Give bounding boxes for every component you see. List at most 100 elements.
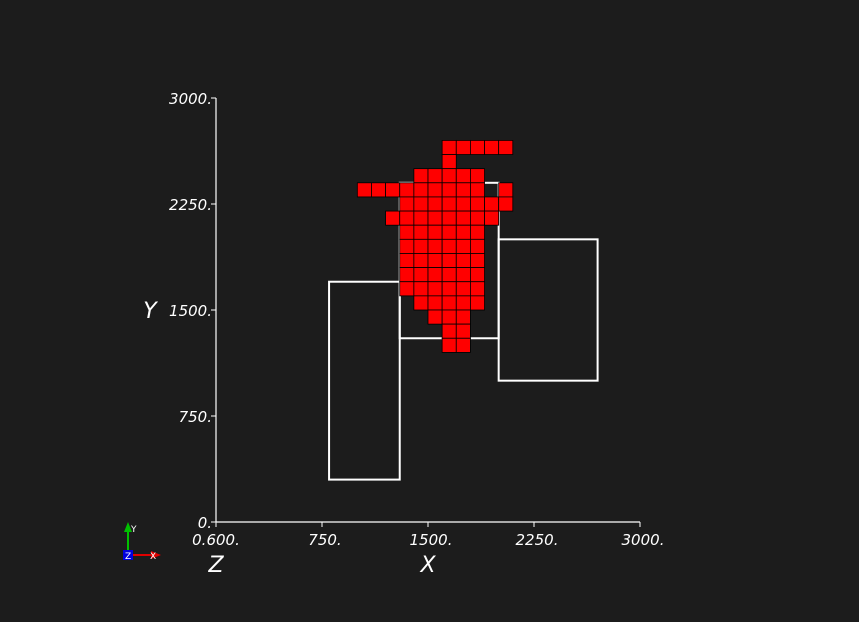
x-tick-label: 1500. bbox=[410, 531, 453, 549]
cell bbox=[498, 182, 514, 198]
cell bbox=[427, 210, 443, 226]
cell bbox=[469, 182, 485, 198]
cell bbox=[441, 154, 457, 170]
cell bbox=[413, 168, 429, 184]
cell bbox=[469, 281, 485, 297]
cell bbox=[469, 267, 485, 283]
cell bbox=[441, 238, 457, 254]
cell bbox=[469, 139, 485, 155]
cell bbox=[399, 196, 415, 212]
triad-y-arrow-icon bbox=[124, 522, 132, 532]
cell bbox=[441, 337, 457, 353]
cell bbox=[399, 224, 415, 240]
cell bbox=[484, 139, 500, 155]
y-tick-label: 1500. bbox=[169, 302, 212, 320]
cell bbox=[455, 295, 471, 311]
cell bbox=[455, 337, 471, 353]
cell bbox=[385, 182, 401, 198]
cell bbox=[427, 295, 443, 311]
cell bbox=[413, 196, 429, 212]
cell bbox=[413, 210, 429, 226]
cell bbox=[469, 253, 485, 268]
cell bbox=[441, 139, 457, 155]
cell bbox=[427, 281, 443, 297]
cell bbox=[427, 168, 443, 184]
cell bbox=[484, 196, 500, 212]
cell bbox=[455, 267, 471, 283]
cell bbox=[455, 224, 471, 240]
cell bbox=[371, 182, 387, 198]
cell bbox=[413, 224, 429, 240]
axes-group: 750. 1500. 2250. 3000. 0. 750. 1500. 2250. 3000… bbox=[143, 90, 664, 578]
cell bbox=[469, 224, 485, 240]
cell bbox=[441, 210, 457, 226]
region-outline-3 bbox=[497, 238, 599, 382]
cell bbox=[441, 196, 457, 212]
cell bbox=[441, 295, 457, 311]
triad-x-label: X bbox=[150, 552, 156, 562]
cell bbox=[441, 182, 457, 198]
cell bbox=[356, 182, 372, 198]
y-axis-title: Y bbox=[143, 299, 158, 324]
cell bbox=[441, 224, 457, 240]
cell bbox=[441, 168, 457, 184]
cell bbox=[441, 323, 457, 339]
cell bbox=[427, 196, 443, 212]
z-axis-title: Z bbox=[207, 553, 224, 578]
cell bbox=[427, 238, 443, 254]
triad-z-marker-icon bbox=[123, 550, 133, 560]
cell bbox=[455, 281, 471, 297]
cell bbox=[413, 295, 429, 311]
cell bbox=[399, 238, 415, 254]
triad-z-label: Z bbox=[125, 552, 131, 562]
cell bbox=[455, 309, 471, 325]
cell bbox=[441, 309, 457, 325]
cell bbox=[455, 323, 471, 339]
x-tick-label: 750. bbox=[308, 531, 341, 549]
cell bbox=[498, 196, 514, 212]
cell bbox=[427, 253, 443, 268]
cell bbox=[399, 267, 415, 283]
cell bbox=[427, 182, 443, 198]
cell bbox=[399, 210, 415, 226]
cell bbox=[385, 210, 401, 226]
orientation-triad[interactable]: Y X Z bbox=[123, 522, 161, 562]
cell bbox=[469, 168, 485, 184]
cell bbox=[484, 210, 500, 226]
x-axis-title: X bbox=[419, 553, 436, 578]
cell bbox=[413, 253, 429, 268]
cell bbox=[469, 196, 485, 212]
y-tick-label: 750. bbox=[179, 408, 212, 426]
cell bbox=[427, 309, 443, 325]
x-tick-label: 2250. bbox=[516, 531, 559, 549]
y-tick-label: 2250. bbox=[169, 196, 212, 214]
x-ticks: 750. 1500. 2250. 3000. bbox=[215, 522, 665, 549]
cell bbox=[455, 238, 471, 254]
cell bbox=[455, 253, 471, 268]
cell bbox=[427, 267, 443, 283]
cell bbox=[469, 210, 485, 226]
cell bbox=[455, 210, 471, 226]
y-tick-label: 3000. bbox=[169, 90, 212, 108]
x-tick-label: 3000. bbox=[622, 531, 665, 549]
cell bbox=[469, 238, 485, 254]
cell bbox=[455, 139, 471, 155]
cell bbox=[455, 168, 471, 184]
cell bbox=[455, 182, 471, 198]
triad-x-arrow-icon bbox=[151, 551, 161, 559]
y-ticks: 0. 750. 1500. 2250. 3000. bbox=[169, 90, 216, 532]
cell bbox=[441, 281, 457, 297]
cell-grid bbox=[356, 139, 514, 353]
cell bbox=[413, 182, 429, 198]
cell bbox=[469, 295, 485, 311]
cell bbox=[399, 281, 415, 297]
cell bbox=[413, 238, 429, 254]
cell bbox=[441, 267, 457, 283]
triad-y-label: Y bbox=[130, 525, 137, 535]
cell bbox=[441, 253, 457, 268]
z-tick-label: 0.600. bbox=[192, 531, 240, 549]
cell bbox=[498, 139, 514, 155]
cell bbox=[427, 224, 443, 240]
